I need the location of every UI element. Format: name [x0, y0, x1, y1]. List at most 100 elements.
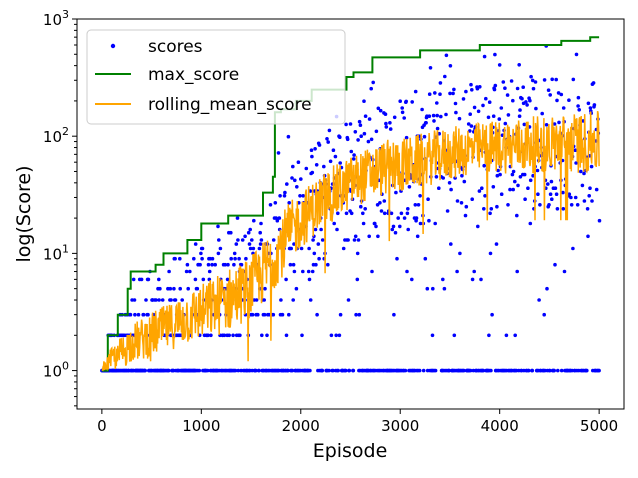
score-point — [384, 125, 389, 129]
score-point — [361, 211, 365, 216]
score-point — [574, 52, 579, 57]
score-point — [222, 333, 227, 338]
score-point — [458, 251, 462, 256]
score-point — [574, 161, 578, 165]
score-point — [201, 277, 206, 282]
score-point — [166, 368, 171, 373]
score-point — [413, 89, 418, 94]
score-point — [448, 91, 452, 96]
score-point — [483, 194, 487, 198]
score-point — [383, 112, 388, 116]
score-point — [335, 227, 339, 232]
series-rolling-mean-line — [101, 110, 600, 372]
score-point — [308, 298, 313, 302]
score-point — [553, 262, 557, 267]
score-point — [349, 149, 354, 154]
score-point — [470, 197, 475, 201]
score-point — [319, 227, 323, 232]
score-point — [398, 99, 403, 103]
score-point — [487, 100, 492, 104]
score-point — [546, 88, 551, 92]
score-point — [374, 224, 378, 229]
score-point — [337, 333, 342, 338]
score-point — [486, 115, 491, 120]
score-point — [455, 199, 460, 203]
score-point — [427, 114, 432, 118]
score-point — [415, 234, 420, 239]
score-point — [193, 242, 198, 246]
x-tick-label: 1000 — [182, 417, 220, 435]
score-point — [548, 93, 552, 97]
score-point — [433, 91, 437, 95]
score-point — [154, 298, 158, 302]
score-point — [479, 277, 483, 282]
score-point — [248, 246, 253, 251]
score-point — [571, 246, 575, 251]
score-point — [457, 116, 462, 121]
x-axis: 0 1000 2000 3000 4000 5000 — [97, 409, 618, 435]
score-point — [169, 298, 173, 302]
score-point — [445, 209, 450, 213]
score-point — [213, 262, 217, 267]
score-point — [554, 77, 558, 82]
score-point — [217, 238, 221, 242]
score-point — [509, 79, 514, 83]
score-point — [455, 269, 459, 274]
score-point — [484, 96, 488, 101]
score-point — [346, 238, 350, 242]
score-point — [517, 63, 521, 67]
score-point — [384, 121, 388, 126]
score-point — [236, 238, 240, 242]
score-point — [374, 129, 379, 134]
score-point — [146, 312, 150, 317]
score-point — [392, 312, 396, 317]
score-point — [414, 216, 419, 220]
score-point — [544, 123, 549, 127]
score-point — [434, 175, 439, 179]
score-point — [329, 333, 334, 338]
score-point — [515, 86, 520, 91]
score-point — [167, 269, 171, 274]
score-point — [417, 368, 422, 373]
score-point — [331, 148, 336, 152]
score-point — [299, 246, 304, 251]
score-point — [452, 333, 457, 338]
score-point — [299, 177, 303, 181]
y-tick-label: 103 — [43, 8, 69, 29]
score-point — [231, 333, 235, 338]
score-point — [528, 221, 533, 226]
score-point — [209, 333, 213, 338]
score-point — [522, 172, 527, 177]
score-point — [382, 199, 387, 203]
legend-label-scores: scores — [148, 37, 203, 57]
score-point — [410, 277, 414, 282]
score-point — [199, 251, 203, 256]
score-point — [542, 78, 547, 82]
score-point — [557, 120, 561, 125]
score-point — [561, 106, 566, 110]
score-point — [366, 139, 371, 144]
score-point — [472, 269, 477, 274]
score-point — [472, 105, 477, 110]
score-point — [376, 234, 380, 239]
score-point — [311, 238, 315, 242]
score-point — [556, 91, 561, 95]
score-point — [490, 312, 494, 317]
legend-box — [86, 29, 346, 125]
score-point — [367, 117, 372, 121]
score-point — [357, 312, 362, 317]
score-point — [277, 216, 282, 220]
score-point — [226, 262, 230, 267]
score-point — [546, 182, 550, 186]
score-point — [160, 298, 165, 302]
score-point — [229, 256, 233, 261]
score-point — [382, 211, 387, 216]
score-point — [307, 246, 311, 251]
score-point — [393, 230, 398, 235]
score-point — [573, 148, 578, 152]
score-point — [243, 234, 247, 239]
score-point — [459, 201, 464, 205]
score-point — [378, 201, 382, 205]
score-point — [576, 104, 580, 108]
score-point — [476, 224, 480, 229]
